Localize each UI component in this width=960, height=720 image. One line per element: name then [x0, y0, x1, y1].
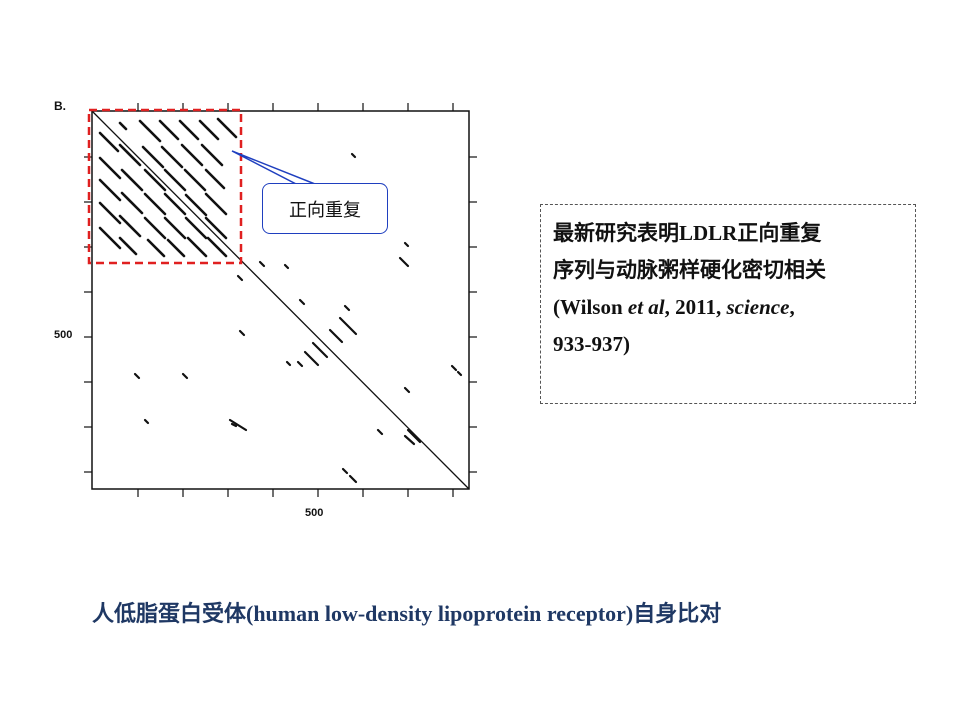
citation-journal: science — [726, 295, 790, 319]
axis-ticks — [84, 103, 477, 497]
callout-label: 正向重复 — [289, 199, 361, 221]
info-line-1: 最新研究表明LDLR正向重复 — [553, 221, 822, 245]
citation-comma: , — [789, 295, 795, 319]
citation-prefix: (Wilson — [553, 295, 628, 319]
main-diagonal — [91, 110, 470, 490]
callout-pointer — [231, 150, 321, 187]
citation-year: , 2011, — [664, 295, 727, 319]
info-line-3: (Wilson et al, 2011, science, — [553, 289, 915, 326]
citation-et-al: et al — [627, 295, 665, 319]
figure-caption: 人低脂蛋白受体(human low-density lipoprotein re… — [92, 601, 722, 626]
scattered-matches — [133, 152, 463, 484]
info-line-4: 933-937) — [553, 332, 630, 356]
info-line-2: 序列与动脉粥样硬化密切相关 — [553, 258, 826, 282]
repeat-highlight-box — [87, 108, 243, 265]
y-axis-tick-500: 500 — [54, 329, 73, 341]
x-axis-tick-500: 500 — [305, 507, 324, 519]
repeat-segments — [98, 117, 238, 258]
panel-label: B. — [54, 99, 66, 113]
plot-frame — [91, 110, 470, 490]
info-box: 最新研究表明LDLR正向重复 序列与动脉粥样硬化密切相关 (Wilson et … — [540, 204, 916, 404]
direct-repeat-callout: 正向重复 — [262, 183, 388, 234]
